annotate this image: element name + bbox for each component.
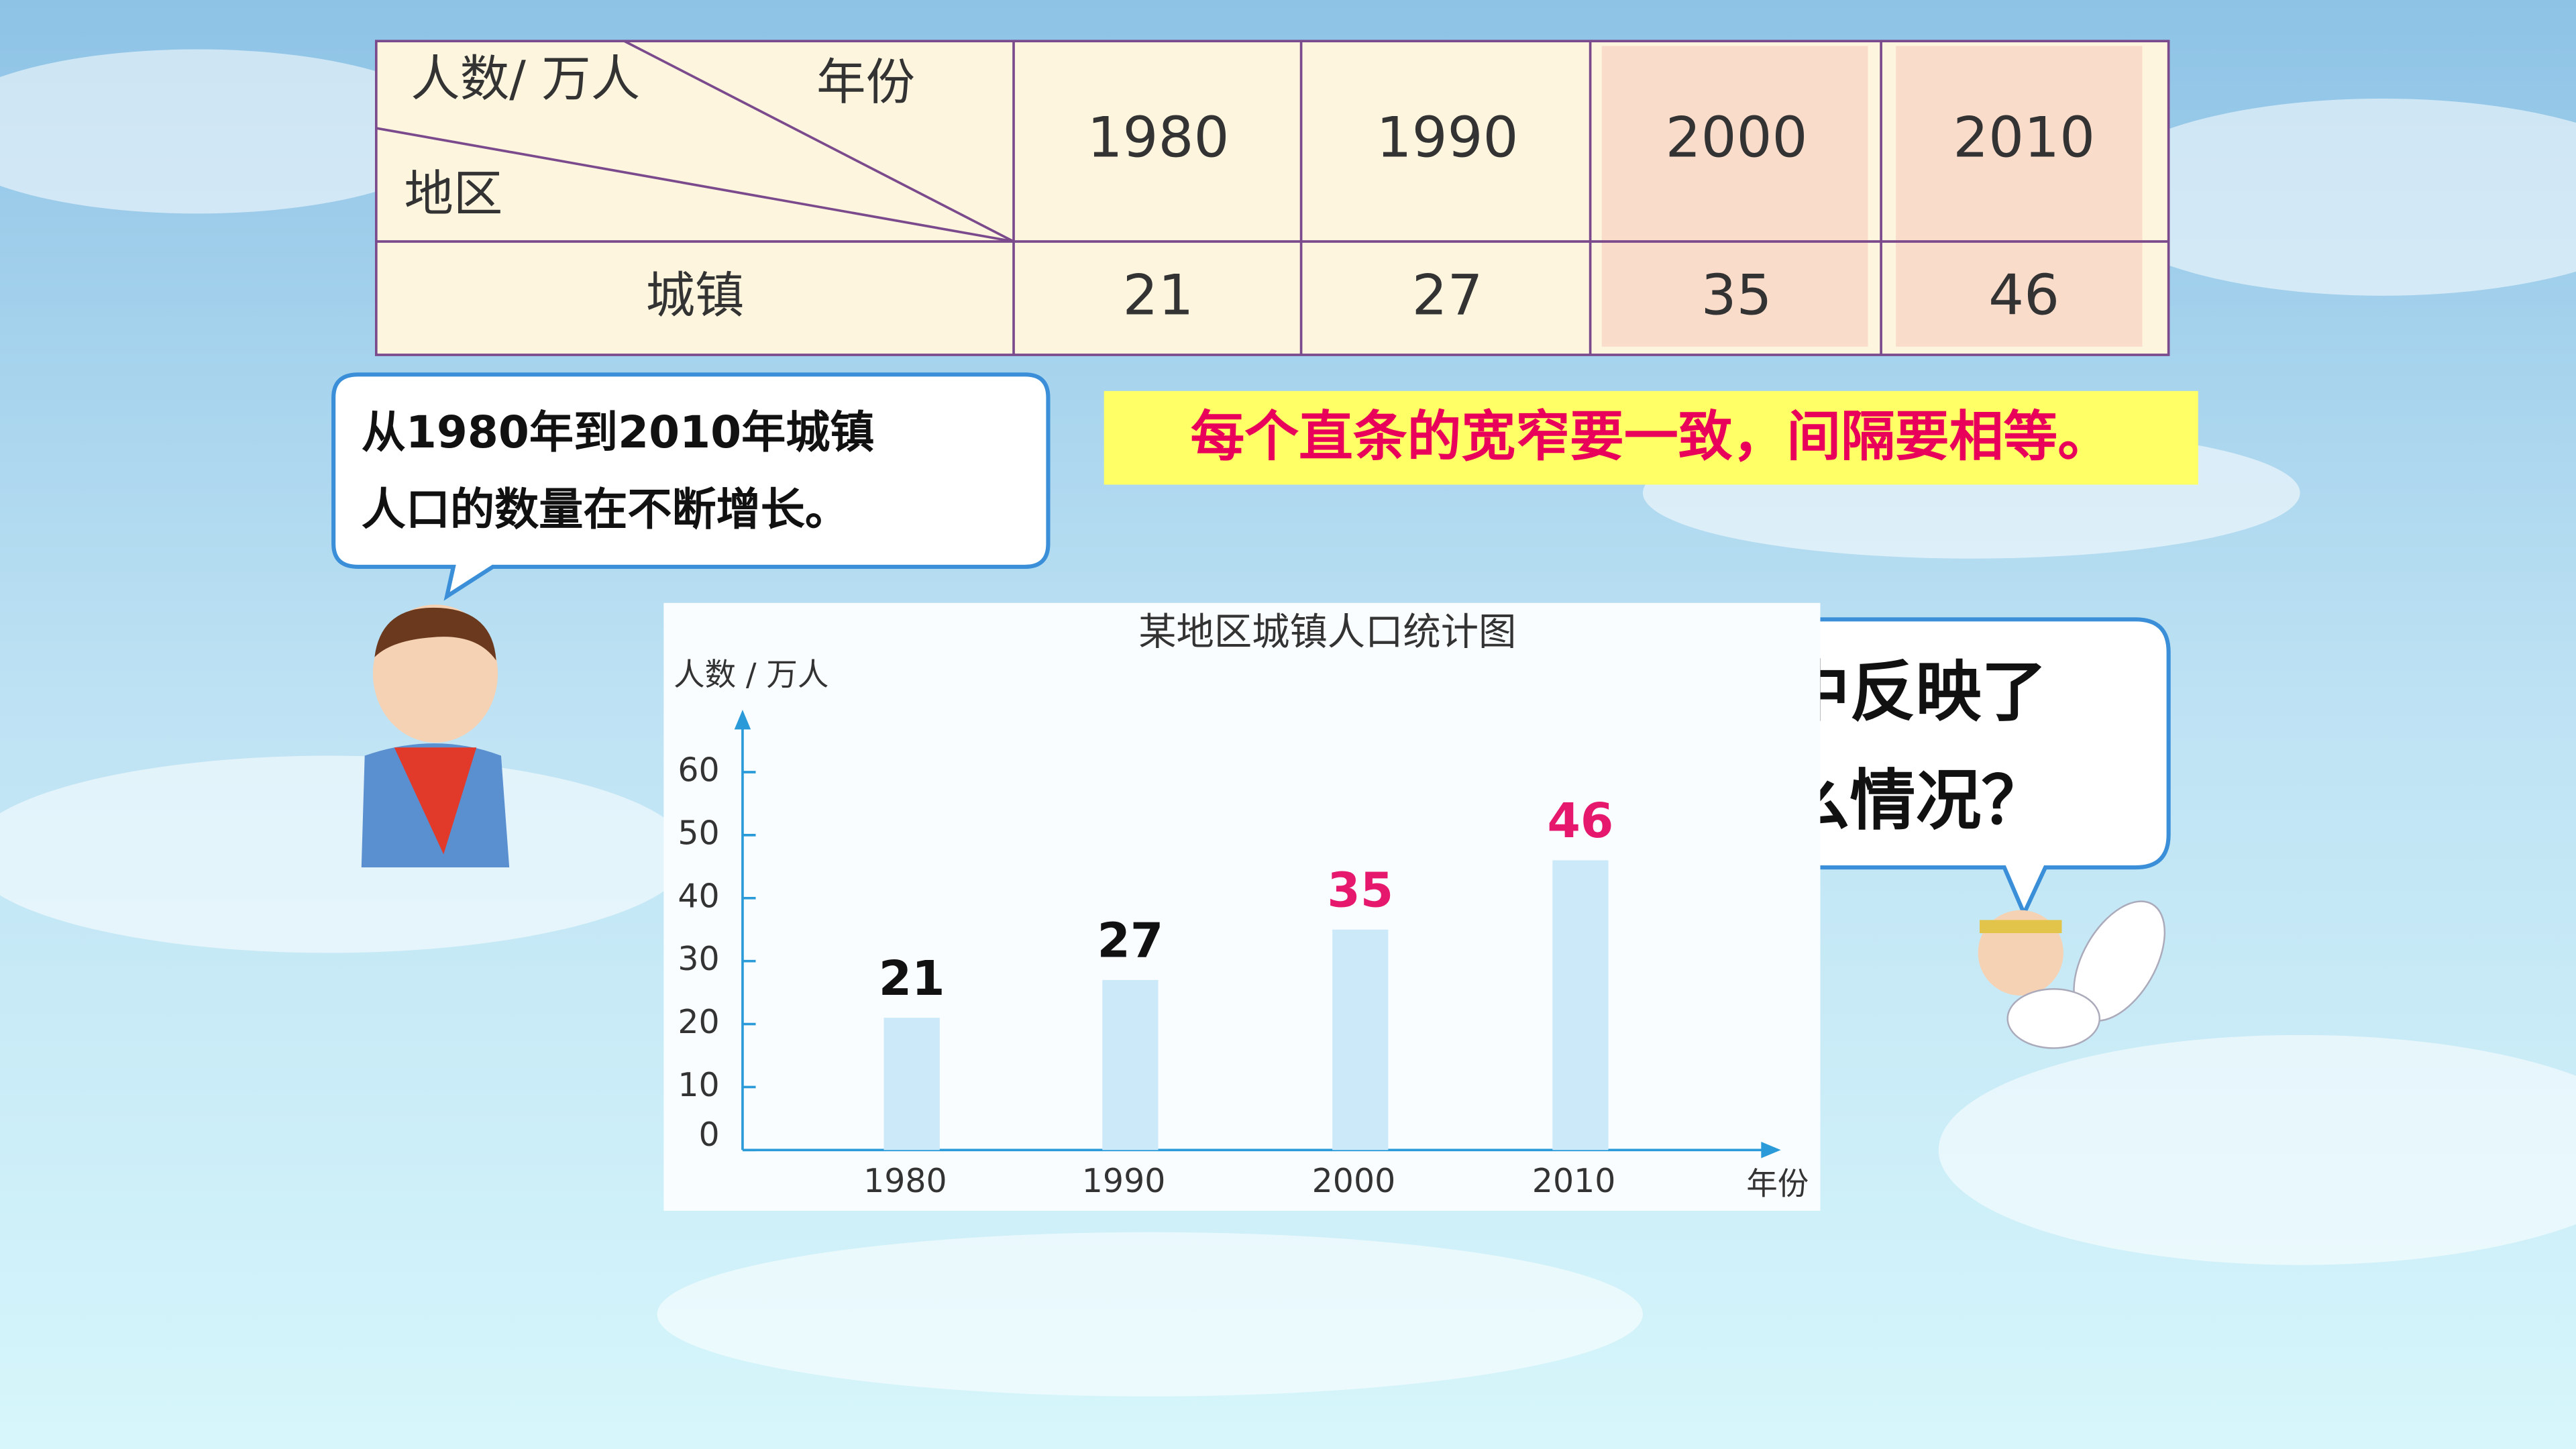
value-label: 46 <box>1548 793 1614 849</box>
x-tick-label: 1980 <box>863 1162 947 1200</box>
bar <box>883 1018 940 1150</box>
column-header: 1990 <box>1377 105 1519 170</box>
chart-title: 某地区城镇人口统计图 <box>1138 610 1516 654</box>
y-axis-label: 人数 / 万人 <box>674 656 828 692</box>
x-axis-label: 年份 <box>1746 1166 1809 1202</box>
x-axis-arrow <box>1761 1142 1781 1159</box>
cell: 27 <box>1412 263 1483 328</box>
angel-illustration <box>1978 900 2166 1049</box>
column-header: 2010 <box>1953 105 2095 170</box>
y-axis-arrow <box>734 709 751 730</box>
note: 每个直条的宽窄要一致，间隔要相等。 <box>1190 405 2112 468</box>
clouds <box>0 49 2576 1397</box>
cell: 35 <box>1701 263 1772 328</box>
column-header: 1980 <box>1087 105 1230 170</box>
y-tick-label: 40 <box>678 877 719 915</box>
y-tick-label: 50 <box>678 814 719 852</box>
corner-quantity: 人数/ 万人 <box>411 50 640 107</box>
bar <box>1552 860 1609 1150</box>
value-label: 27 <box>1097 912 1163 968</box>
y-tick-label: 30 <box>678 940 719 978</box>
y-tick-label: 60 <box>678 751 719 790</box>
y-tick-label: 0 <box>698 1116 719 1154</box>
chart-panel <box>663 602 1821 1211</box>
x-tick-label: 1990 <box>1082 1162 1166 1200</box>
bubble-line: 从1980年到2010年城镇 <box>362 407 875 458</box>
bar <box>1332 929 1389 1150</box>
boy-illustration <box>361 604 510 868</box>
column-header: 2000 <box>1666 105 1808 170</box>
chart: 某地区城镇人口统计图 人数 / 万人 年份 0 10 20 30 40 50 60 1980 2… <box>663 602 1821 1211</box>
bubble-line: 人口的数量在不断增长。 <box>362 484 849 535</box>
data-table: 人数/ 万人 年份 地区 1980 1990 2000 2010 城镇 21 2… <box>374 40 2170 356</box>
x-tick-label: 2010 <box>1532 1162 1616 1200</box>
value-label: 21 <box>879 951 945 1006</box>
corner-row: 地区 <box>404 166 502 223</box>
y-tick-label: 20 <box>678 1003 719 1041</box>
bar <box>1102 979 1159 1150</box>
corner-column: 年份 <box>816 54 915 111</box>
row-label: 城镇 <box>645 268 744 325</box>
value-label: 35 <box>1327 862 1393 918</box>
speech-bubble-left: 从1980年到2010年城镇 人口的数量在不断增长。 <box>331 372 1051 601</box>
x-tick-label: 2000 <box>1312 1162 1396 1200</box>
cell: 21 <box>1123 263 1194 328</box>
y-tick-label: 10 <box>678 1066 719 1104</box>
cell: 46 <box>1988 263 2059 328</box>
note-box <box>1104 390 2198 485</box>
